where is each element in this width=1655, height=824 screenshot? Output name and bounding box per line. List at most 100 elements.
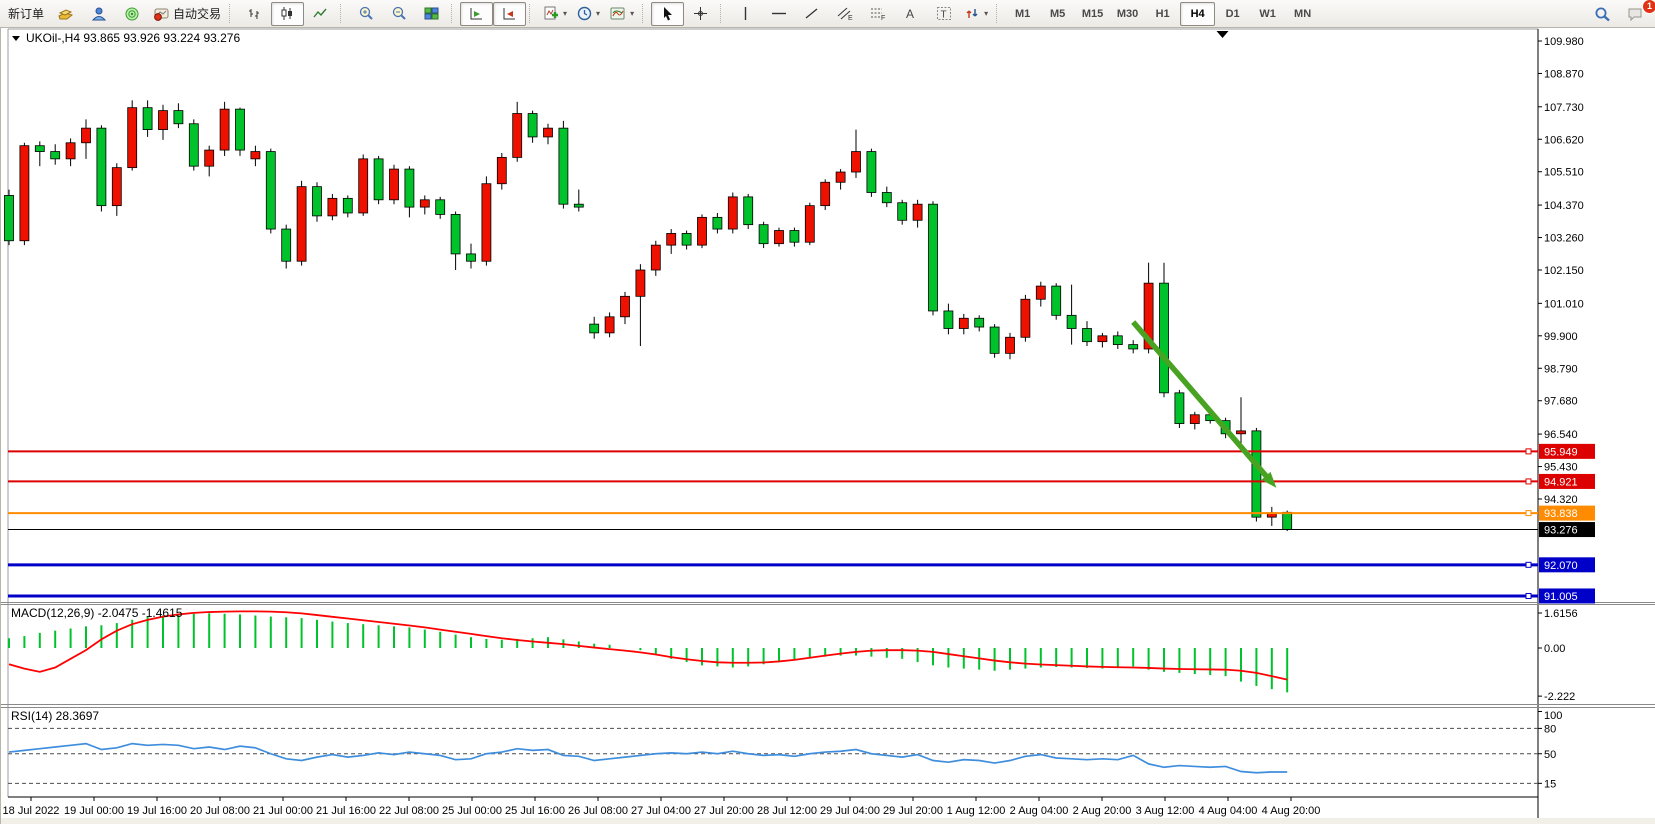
vertical-line-button[interactable] xyxy=(729,2,762,26)
chart-collapse-arrow-icon[interactable] xyxy=(12,36,20,41)
price-label-text: 92.070 xyxy=(1544,560,1578,572)
horizontal-line-button[interactable] xyxy=(762,2,795,26)
candle-body xyxy=(419,199,430,208)
bar-chart-button[interactable] xyxy=(238,2,271,26)
candle-body xyxy=(1066,314,1077,329)
toolbar-group-scroll xyxy=(460,0,527,27)
candle-body xyxy=(650,244,661,271)
price-label-box xyxy=(1539,522,1595,538)
svg-text:A: A xyxy=(906,7,914,21)
timeframe-button-h1[interactable]: H1 xyxy=(1155,7,1170,20)
candle-body xyxy=(974,317,985,328)
trendline-button[interactable] xyxy=(795,2,828,26)
candle-body xyxy=(111,167,122,207)
candle-body xyxy=(573,203,584,208)
trend-arrow[interactable] xyxy=(1131,320,1277,488)
notifications-button[interactable]: 1 xyxy=(1619,0,1655,26)
time-axis-label: 28 Jul 12:00 xyxy=(757,805,817,817)
candle-body xyxy=(81,127,91,144)
hline-handle[interactable] xyxy=(1525,478,1532,485)
svg-text:T: T xyxy=(940,10,946,21)
timeframe-group: M1 M5 M15 M30 H1 H4 D1 W1 MN xyxy=(1005,0,1320,27)
candle-body xyxy=(1282,511,1293,530)
chart-shift-icon xyxy=(502,6,517,21)
timeframe-button-mn[interactable]: MN xyxy=(1294,7,1312,20)
time-axis-label: 29 Jul 04:00 xyxy=(820,805,880,817)
arrows-button[interactable]: ▾ xyxy=(960,2,993,26)
tile-windows-button[interactable] xyxy=(415,2,448,26)
fibonacci-button[interactable]: F xyxy=(861,2,894,26)
timeframe-button-h4[interactable]: H4 xyxy=(1180,1,1216,26)
timeframe-button-d1[interactable]: D1 xyxy=(1225,7,1240,20)
timeframe-button-m30[interactable]: M30 xyxy=(1116,7,1139,20)
candle-body xyxy=(281,228,292,262)
navigator-button[interactable] xyxy=(115,2,148,26)
hline-handle[interactable] xyxy=(1525,561,1532,568)
rsi-axis-label: 80 xyxy=(1544,723,1556,735)
time-axis-label: 4 Aug 04:00 xyxy=(1199,805,1258,817)
autotrading-button[interactable]: 自动交易 xyxy=(148,2,226,26)
line-chart-button[interactable] xyxy=(304,2,337,26)
periods-button[interactable]: ▾ xyxy=(572,2,605,26)
cursor-button[interactable] xyxy=(651,1,685,26)
zoom-out-button[interactable] xyxy=(382,2,415,26)
market-watch-button[interactable] xyxy=(49,2,82,26)
price-axis-label: 99.900 xyxy=(1544,331,1578,343)
equidistant-channel-button[interactable]: E xyxy=(828,2,861,26)
label-icon: T xyxy=(936,6,952,21)
hline-handle[interactable] xyxy=(1525,448,1532,455)
candle-body xyxy=(327,197,338,217)
candle-body xyxy=(158,110,168,131)
price-label-box xyxy=(1539,588,1595,604)
chart-canvas[interactable]: 109.980 108.870 107.730 106.620 105.510 104.3… xyxy=(1,28,1655,824)
candle-body xyxy=(358,158,369,214)
timeframe-button-m1[interactable]: M1 xyxy=(1014,7,1031,20)
price-label-text: 95.949 xyxy=(1544,446,1578,458)
chart-background xyxy=(1,28,1655,824)
svg-text:F: F xyxy=(881,15,885,21)
label-button[interactable]: T xyxy=(927,2,960,26)
auto-scroll-button[interactable] xyxy=(460,1,494,26)
candle-body xyxy=(404,168,415,208)
shift-marker-icon[interactable] xyxy=(1216,31,1229,38)
equidistant-channel-icon: E xyxy=(837,6,853,22)
zoom-in-button[interactable] xyxy=(349,2,382,26)
candle-body xyxy=(758,224,769,245)
templates-button[interactable]: ▾ xyxy=(605,2,639,26)
macd-axis-label: -2.222 xyxy=(1544,691,1575,703)
auto-scroll-icon xyxy=(469,6,484,21)
price-label-box xyxy=(1539,443,1595,459)
candle-body xyxy=(127,107,138,169)
candlestick-button[interactable] xyxy=(271,1,305,26)
vertical-line-icon xyxy=(740,6,751,21)
time-axis-label: 4 Aug 20:00 xyxy=(1262,805,1321,817)
price-label-text: 93.838 xyxy=(1544,508,1578,520)
chart-shift-button[interactable] xyxy=(493,1,527,26)
candle-body xyxy=(897,202,908,221)
price-label-box xyxy=(1539,505,1595,521)
macd-axis-label: 1.6156 xyxy=(1544,608,1578,620)
search-button[interactable] xyxy=(1586,2,1619,26)
indicators-button[interactable]: ▾ xyxy=(538,2,572,26)
timeframe-button-m5[interactable]: M5 xyxy=(1049,7,1066,20)
trend-arrow-line[interactable] xyxy=(1131,320,1271,480)
candle-body xyxy=(1251,430,1262,518)
hline-handle[interactable] xyxy=(1525,510,1532,517)
chart-title: UKOil-,H4 93.865 93.926 93.224 93.276 xyxy=(26,31,240,45)
line-chart-icon xyxy=(313,6,328,21)
time-axis-label: 21 Jul 00:00 xyxy=(253,805,313,817)
text-button[interactable]: A xyxy=(894,2,927,26)
cursor-icon xyxy=(661,6,674,21)
zoom-out-icon xyxy=(391,6,407,21)
chevron-down-icon: ▾ xyxy=(630,9,635,18)
time-axis-label: 3 Aug 12:00 xyxy=(1136,805,1195,817)
timeframe-button-m15[interactable]: M15 xyxy=(1081,7,1104,20)
hline-handle[interactable] xyxy=(1525,592,1532,599)
time-axis-label: 18 Jul 2022 xyxy=(3,805,60,817)
data-window-button[interactable] xyxy=(82,2,115,26)
new-order-button[interactable]: 新订单 xyxy=(3,2,49,26)
timeframe-button-w1[interactable]: W1 xyxy=(1259,7,1276,20)
toolbar-group-chart-type xyxy=(238,0,337,27)
crosshair-button[interactable] xyxy=(684,2,717,26)
candle-body xyxy=(727,196,738,230)
